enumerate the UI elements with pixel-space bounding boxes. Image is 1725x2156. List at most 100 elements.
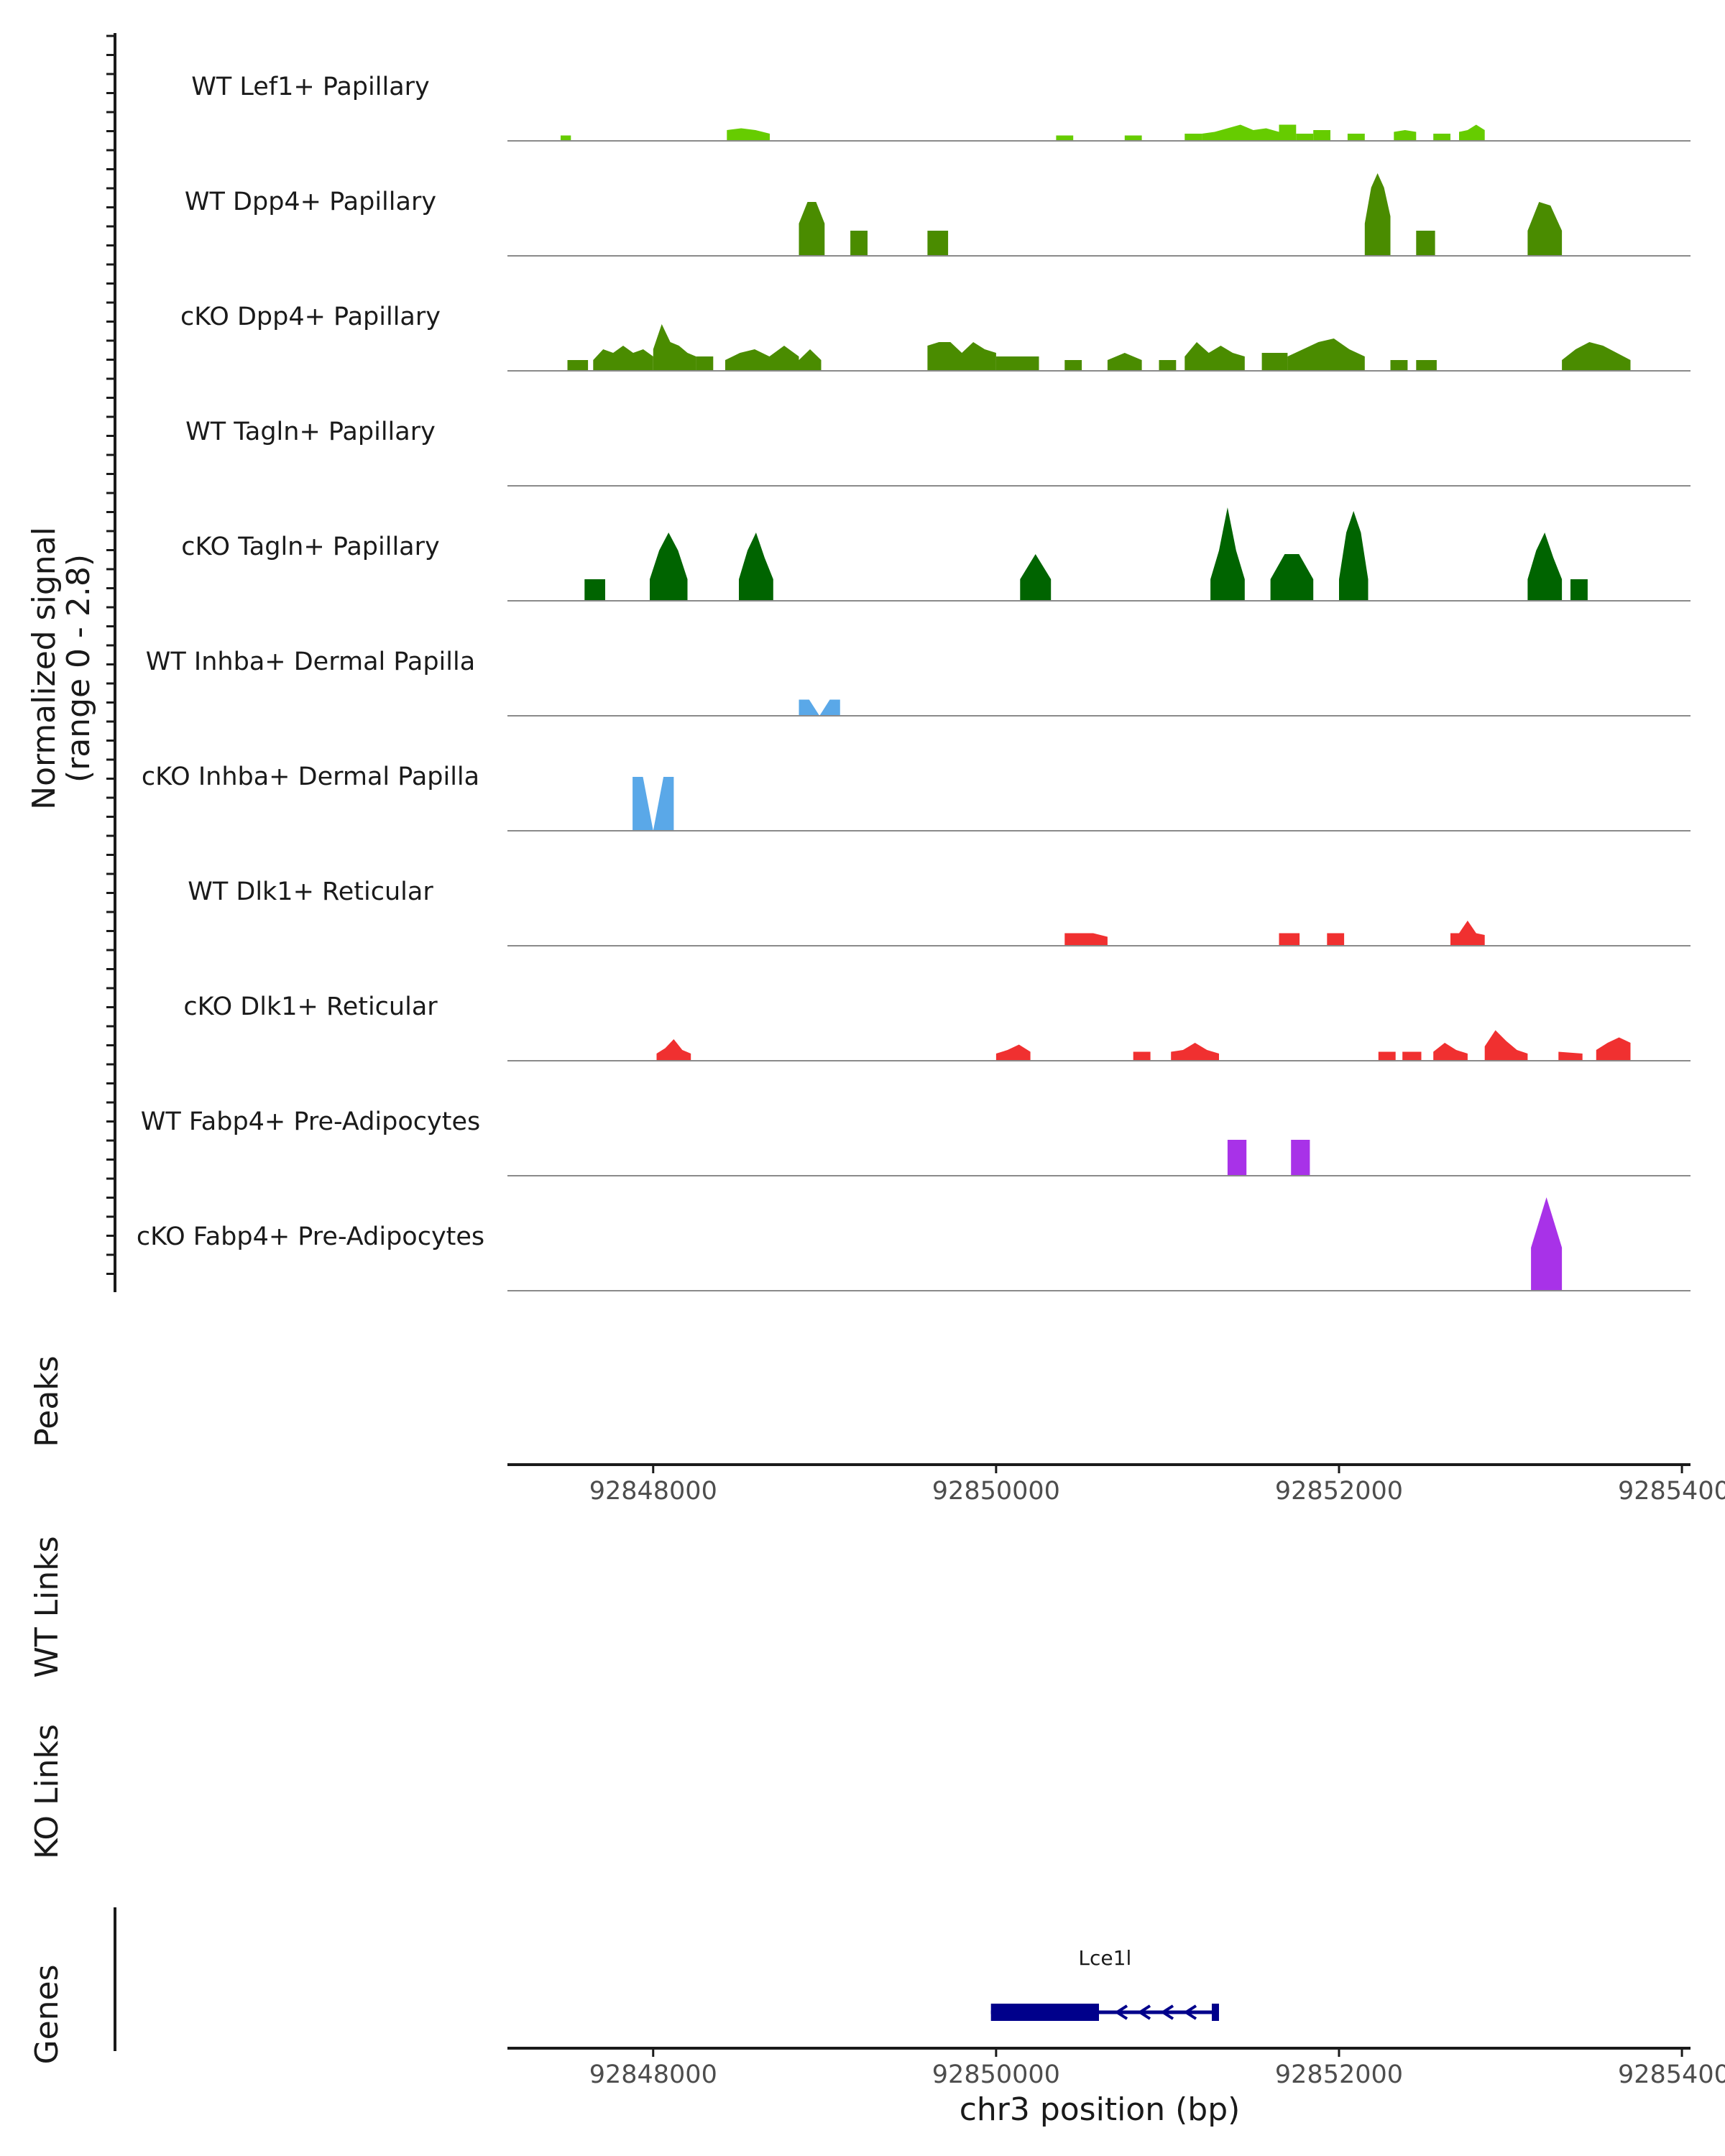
axis-tick-label: 92854000: [1618, 1477, 1725, 1506]
coverage-peak: [1279, 933, 1300, 946]
track-label: WT Dlk1+ Reticular: [188, 877, 433, 906]
wt-links-label: WT Links: [29, 1536, 65, 1677]
coverage-peak: [1484, 1030, 1528, 1061]
coverage-peak: [1527, 202, 1563, 256]
coverage-peak: [739, 533, 773, 601]
peaks-panel-label: Peaks: [29, 1355, 65, 1447]
track-label: cKO Tagln+ Papillary: [181, 533, 440, 561]
position-axis-bottom: 92848000 92850000 92852000 92854000: [507, 2047, 1725, 2089]
coverage-peak: [650, 533, 688, 601]
track-label: WT Lef1+ Papillary: [191, 73, 430, 101]
coverage-peak: [799, 349, 822, 371]
coverage-peak: [1570, 579, 1588, 601]
coverage-peak: [1450, 921, 1485, 946]
coverage-peak: [1056, 135, 1074, 141]
coverage-peak: [995, 1044, 1031, 1061]
coverage-peak: [1531, 1197, 1563, 1291]
coverage-peak: [632, 777, 674, 831]
gene-exon-block: [1211, 2004, 1219, 2021]
coverage-peak: [561, 135, 571, 141]
strand-arrow: [1160, 2004, 1174, 2020]
coverage-panel: WT Lef1+ Papillary WT Dpp4+ Papillary cKO …: [106, 33, 1690, 1292]
axis-tick-label: 92852000: [1275, 1477, 1403, 1506]
coverage-peak: [584, 579, 605, 601]
track-label: WT Tagln+ Papillary: [185, 418, 436, 446]
track-label: cKO Inhba+ Dermal Papilla: [142, 763, 479, 791]
coverage-peak: [1064, 360, 1082, 371]
coverage-peak: [1210, 507, 1245, 601]
coverage-peak: [1459, 124, 1485, 141]
coverage-peak: [799, 202, 825, 256]
coverage-peak: [653, 324, 696, 371]
coverage-peak: [1416, 231, 1435, 256]
coverage-peak: [725, 346, 799, 371]
coverage-peak: [1291, 1140, 1310, 1176]
axis-tick-label: 92854000: [1618, 2060, 1725, 2089]
coverage-peak: [1394, 130, 1417, 141]
genes-panel-label: Genes: [29, 1964, 65, 2064]
coverage-peak: [1270, 554, 1314, 601]
coverage-peak: [1184, 342, 1245, 371]
coverage-peak: [850, 231, 868, 256]
coverage-peak: [1159, 360, 1177, 371]
coverage-peak: [1261, 353, 1288, 371]
axis-tick-label: 92848000: [589, 2060, 717, 2089]
coverage-peak: [1390, 360, 1408, 371]
coverage-peak: [1184, 134, 1202, 141]
coverage-peak: [1416, 360, 1437, 371]
coverage-peak: [1378, 1051, 1396, 1061]
coverage-peak: [696, 356, 714, 371]
coverage-peak: [1313, 130, 1330, 141]
coverage-peak: [1596, 1037, 1631, 1061]
track-label: cKO Fabp4+ Pre-Adipocytes: [137, 1222, 484, 1251]
track-label: WT Dpp4+ Papillary: [185, 188, 436, 216]
track-label: WT Fabp4+ Pre-Adipocytes: [141, 1107, 480, 1136]
coverage-peak: [593, 346, 653, 371]
coverage-peak: [1364, 173, 1391, 256]
coverage-peak: [1124, 135, 1142, 141]
coverage-peak: [1202, 124, 1279, 141]
track-label: cKO Dpp4+ Papillary: [180, 303, 441, 331]
signal-ylabel-line2: (range 0 - 2.8): [60, 554, 97, 783]
axis-tick-label: 92848000: [589, 1477, 717, 1506]
coverage-peak: [1064, 933, 1108, 946]
track-label: cKO Dlk1+ Reticular: [183, 992, 438, 1021]
gene-annotation-panel: Lce1l: [990, 1946, 1219, 2021]
coverage-peak: [1287, 338, 1365, 371]
coverage-peak: [1347, 134, 1365, 141]
coverage-peak: [1227, 1140, 1247, 1176]
coverage-peak: [1562, 342, 1631, 371]
coverage-peak: [1433, 134, 1450, 141]
position-axis-top: 92848000 92850000 92852000 92854000: [507, 1463, 1725, 1506]
coverage-peak: [1133, 1051, 1151, 1061]
coverage-peak: [799, 699, 840, 716]
track-label: WT Inhba+ Dermal Papilla: [146, 648, 475, 676]
coverage-peak: [1527, 533, 1563, 601]
coverage-peak: [1327, 933, 1345, 946]
coverage-peak: [1171, 1043, 1219, 1061]
axis-tick-label: 92850000: [932, 1477, 1060, 1506]
coverage-peak: [927, 231, 949, 256]
strand-arrow: [1114, 2004, 1128, 2020]
coverage-peak: [1107, 353, 1142, 371]
coverage-peak: [1279, 124, 1297, 141]
gene-name-label: Lce1l: [1078, 1946, 1131, 1970]
strand-arrow: [1183, 2004, 1197, 2020]
ko-links-label: KO Links: [29, 1724, 65, 1859]
coverage-peak: [927, 342, 996, 371]
coverage-peak: [1558, 1051, 1583, 1061]
coverage-peak: [1339, 511, 1368, 601]
coverage-peak: [1402, 1051, 1422, 1061]
coverage-peak: [1433, 1043, 1468, 1061]
gene-exon-block: [990, 2004, 1099, 2021]
coverage-peak: [567, 360, 589, 371]
coverage-peak: [656, 1039, 691, 1061]
x-axis-title: chr3 position (bp): [960, 2091, 1241, 2128]
coverage-peak: [1020, 554, 1052, 601]
coverage-peak: [1296, 134, 1314, 141]
axis-tick-label: 92852000: [1275, 2060, 1403, 2089]
signal-ylabel-line1: Normalized signal: [26, 527, 63, 810]
strand-arrow: [1137, 2004, 1151, 2020]
axis-tick-label: 92850000: [932, 2060, 1060, 2089]
